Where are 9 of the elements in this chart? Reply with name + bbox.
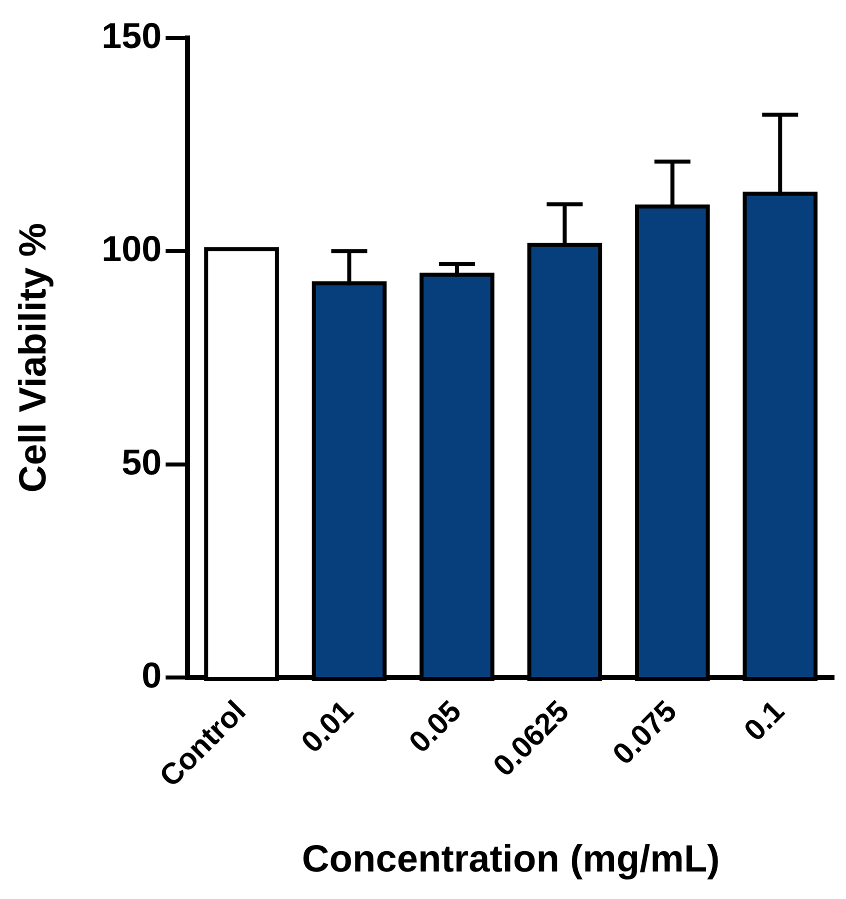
x-tick-label: 0.05 bbox=[403, 694, 468, 760]
x-axis-title: Concentration (mg/mL) bbox=[302, 838, 720, 881]
y-tick-label: 0 bbox=[142, 654, 162, 696]
y-tick-label: 100 bbox=[102, 228, 162, 270]
y-tick-label: 50 bbox=[122, 441, 162, 482]
x-tick-label: 0.1 bbox=[738, 694, 791, 748]
y-axis-title: Cell Viability % bbox=[12, 222, 54, 493]
y-tick-label: 150 bbox=[102, 14, 162, 56]
x-tick-label: 0.01 bbox=[295, 694, 360, 760]
